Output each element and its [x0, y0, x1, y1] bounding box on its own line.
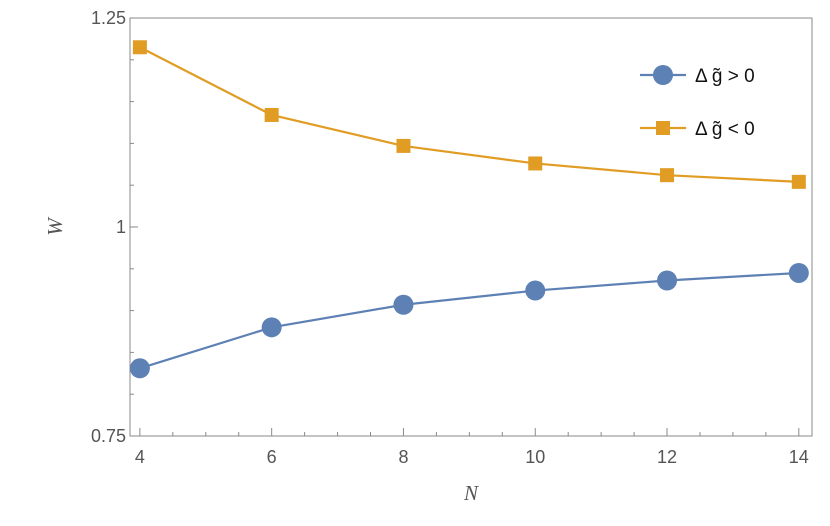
- legend: Δ g̃ > 0 Δ g̃ < 0: [640, 65, 755, 140]
- data-point-1-5: [791, 174, 806, 189]
- x-tick-label: 14: [789, 447, 809, 467]
- x-tick-label: 4: [135, 447, 145, 467]
- x-tick-label: 6: [267, 447, 277, 467]
- data-point-0-3: [525, 280, 546, 301]
- series-layer: [129, 40, 809, 379]
- x-tick-label: 8: [398, 447, 408, 467]
- legend-marker-negative: [656, 121, 670, 135]
- data-point-0-5: [788, 262, 809, 283]
- data-point-1-1: [264, 107, 279, 122]
- y-tick-label: 1.25: [91, 8, 126, 28]
- y-tick-label: 1: [116, 217, 126, 237]
- series-line-1: [139, 46, 799, 183]
- data-point-1-4: [660, 168, 675, 183]
- legend-marker-positive: [653, 65, 673, 85]
- data-point-0-2: [393, 294, 414, 315]
- x-axis-title: N: [463, 481, 479, 505]
- y-axis-title: W: [43, 216, 67, 236]
- y-axis: 0.75 1 1.25: [91, 8, 138, 446]
- data-point-1-0: [132, 40, 147, 55]
- x-tick-label: 10: [525, 447, 545, 467]
- legend-entry-negative: Δ g̃ < 0: [640, 119, 755, 140]
- data-point-1-2: [396, 138, 411, 153]
- legend-label-positive: Δ g̃ > 0: [695, 66, 755, 87]
- legend-label-negative: Δ g̃ < 0: [695, 119, 755, 140]
- data-point-0-0: [129, 358, 150, 379]
- series-line-0: [139, 271, 799, 370]
- legend-entry-positive: Δ g̃ > 0: [640, 65, 755, 87]
- x-tick-label: 12: [657, 447, 677, 467]
- x-axis: 4 6 8 10 12 14: [135, 428, 809, 467]
- data-point-0-1: [261, 317, 282, 338]
- y-tick-label: 0.75: [91, 426, 126, 446]
- data-point-1-3: [528, 156, 543, 171]
- data-point-0-4: [657, 270, 678, 291]
